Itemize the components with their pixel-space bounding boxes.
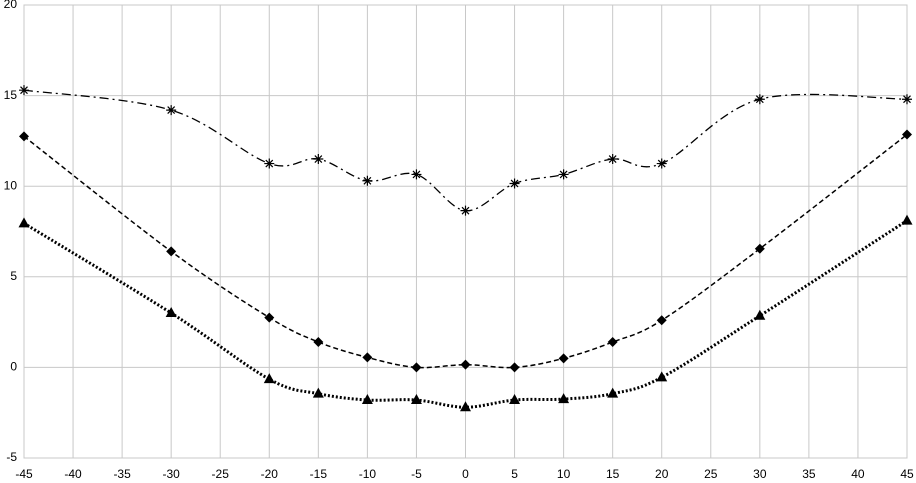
marker [902,94,912,105]
x-tick-label: 35 [802,467,816,481]
marker [460,205,471,216]
x-tick-label: -30 [162,467,180,481]
marker [313,154,324,165]
marker [509,178,520,189]
marker [558,169,569,180]
marker [410,394,422,405]
y-tick-label: 15 [4,88,18,102]
marker [411,362,422,373]
marker [509,362,520,373]
marker [312,387,324,398]
marker [313,337,324,348]
marker [754,309,766,320]
marker [411,169,422,180]
x-tick-label: -25 [212,467,230,481]
marker [362,352,373,363]
x-tick-label: -45 [15,467,33,481]
marker [166,105,177,116]
x-tick-label: 30 [753,467,767,481]
x-tick-label: -15 [310,467,328,481]
marker [166,246,177,257]
marker [656,371,668,382]
marker [264,158,275,169]
x-tick-label: 10 [557,467,571,481]
x-tick-label: 5 [511,467,518,481]
marker [607,154,618,165]
plot-border [23,4,908,459]
marker [656,158,667,169]
marker [607,337,618,348]
marker [362,175,373,186]
marker [460,401,471,412]
marker [509,394,521,405]
marker [19,85,29,96]
marker [19,131,29,142]
y-tick-label: 0 [10,360,17,374]
x-tick-label: -5 [411,467,422,481]
x-tick-label: -35 [113,467,131,481]
x-tick-label: 40 [851,467,865,481]
marker [264,312,275,323]
marker [902,129,912,140]
x-tick-label: -10 [359,467,377,481]
x-tick-label: 20 [655,467,669,481]
x-tick-label: 45 [900,467,914,481]
marker [754,94,765,105]
x-tick-label: -40 [64,467,82,481]
y-tick-label: 20 [4,0,18,11]
x-tick-label: 25 [704,467,718,481]
x-tick-label: 15 [606,467,620,481]
marker [165,307,177,318]
x-tick-label: 0 [462,467,469,481]
y-tick-label: -5 [6,450,17,464]
marker [558,393,570,404]
y-tick-label: 10 [4,178,18,192]
marker [361,394,373,405]
x-tick-label: -20 [261,467,279,481]
y-tick-label: 5 [10,269,17,283]
marker [263,373,275,384]
marker [460,359,471,370]
series-line [23,219,908,409]
marker [607,387,619,398]
marker [901,214,913,225]
marker [656,315,667,326]
marker [558,353,569,364]
marker [18,217,30,228]
marker [754,243,765,254]
